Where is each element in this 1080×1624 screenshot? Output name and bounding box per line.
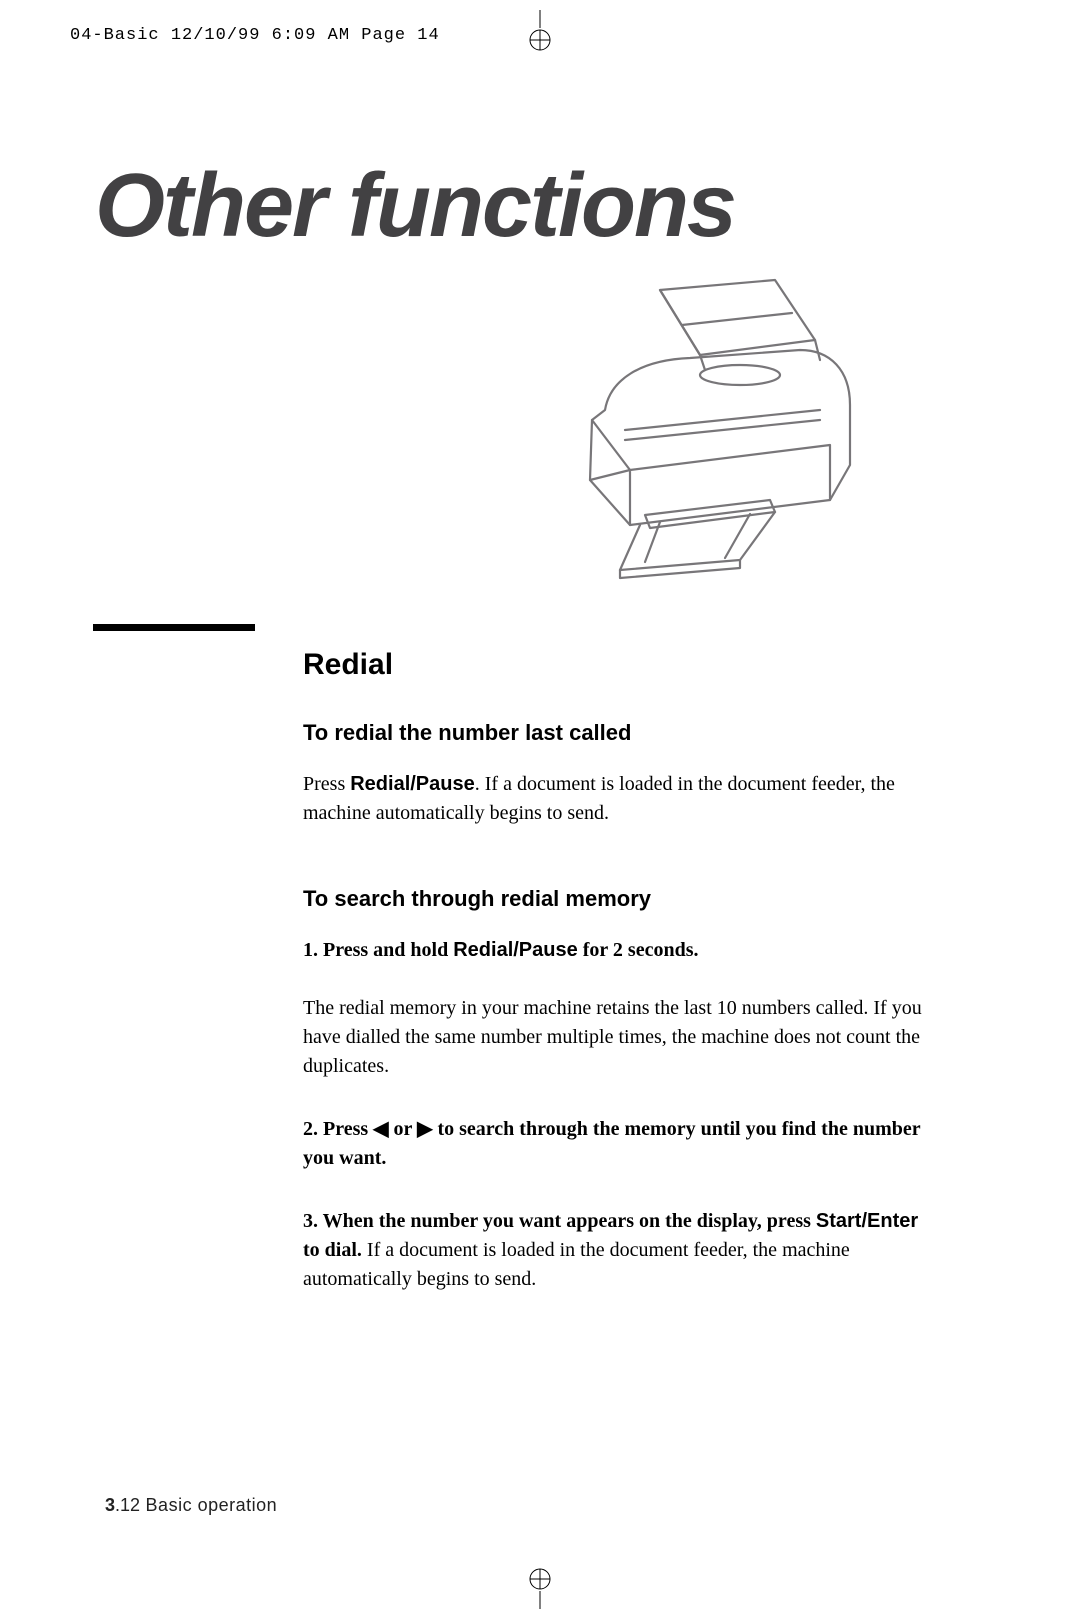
- text-fragment: to dial.: [303, 1239, 362, 1261]
- text-fragment: Press: [303, 773, 350, 795]
- step-3-tail: If a document is loaded in the document …: [303, 1239, 850, 1290]
- button-label-start-enter: Start/Enter: [816, 1210, 918, 1232]
- print-header: 04-Basic 12/10/99 6:09 AM Page 14: [70, 26, 440, 45]
- footer-chapter-num: 3: [105, 1495, 115, 1515]
- para-redial-last: Press Redial/Pause. If a document is loa…: [303, 770, 923, 828]
- step-2-head: 2. Press ◀ or ▶ to search through the me…: [303, 1118, 920, 1169]
- fax-machine-illustration: [530, 270, 880, 605]
- crop-mark-top-icon: [515, 10, 565, 65]
- chapter-title: Other functions: [95, 155, 735, 258]
- step-2: 2. Press ◀ or ▶ to search through the me…: [303, 1115, 923, 1173]
- button-label-redial-pause: Redial/Pause: [453, 939, 578, 961]
- button-label-redial-pause: Redial/Pause: [350, 773, 475, 795]
- footer-label: Basic operation: [140, 1495, 277, 1515]
- content-area: To redial the number last called Press R…: [303, 720, 923, 1328]
- section-heading-redial: Redial: [303, 648, 393, 682]
- step-3: 3. When the number you want appears on t…: [303, 1207, 923, 1294]
- section-divider: [93, 624, 255, 631]
- step-1: 1. Press and hold Redial/Pause for 2 sec…: [303, 936, 923, 1081]
- text-fragment: for 2 seconds.: [578, 939, 699, 961]
- step-1-body: The redial memory in your machine retain…: [303, 997, 922, 1077]
- footer-page-num: .12: [115, 1495, 140, 1515]
- step-1-head: 1. Press and hold Redial/Pause for 2 sec…: [303, 939, 699, 961]
- subheading-search-redial: To search through redial memory: [303, 886, 923, 912]
- page-footer: 3.12 Basic operation: [105, 1495, 277, 1516]
- subheading-redial-last: To redial the number last called: [303, 720, 923, 746]
- text-fragment: 1. Press and hold: [303, 939, 453, 961]
- crop-mark-bottom-icon: [515, 1559, 565, 1614]
- text-fragment: 3. When the number you want appears on t…: [303, 1210, 816, 1232]
